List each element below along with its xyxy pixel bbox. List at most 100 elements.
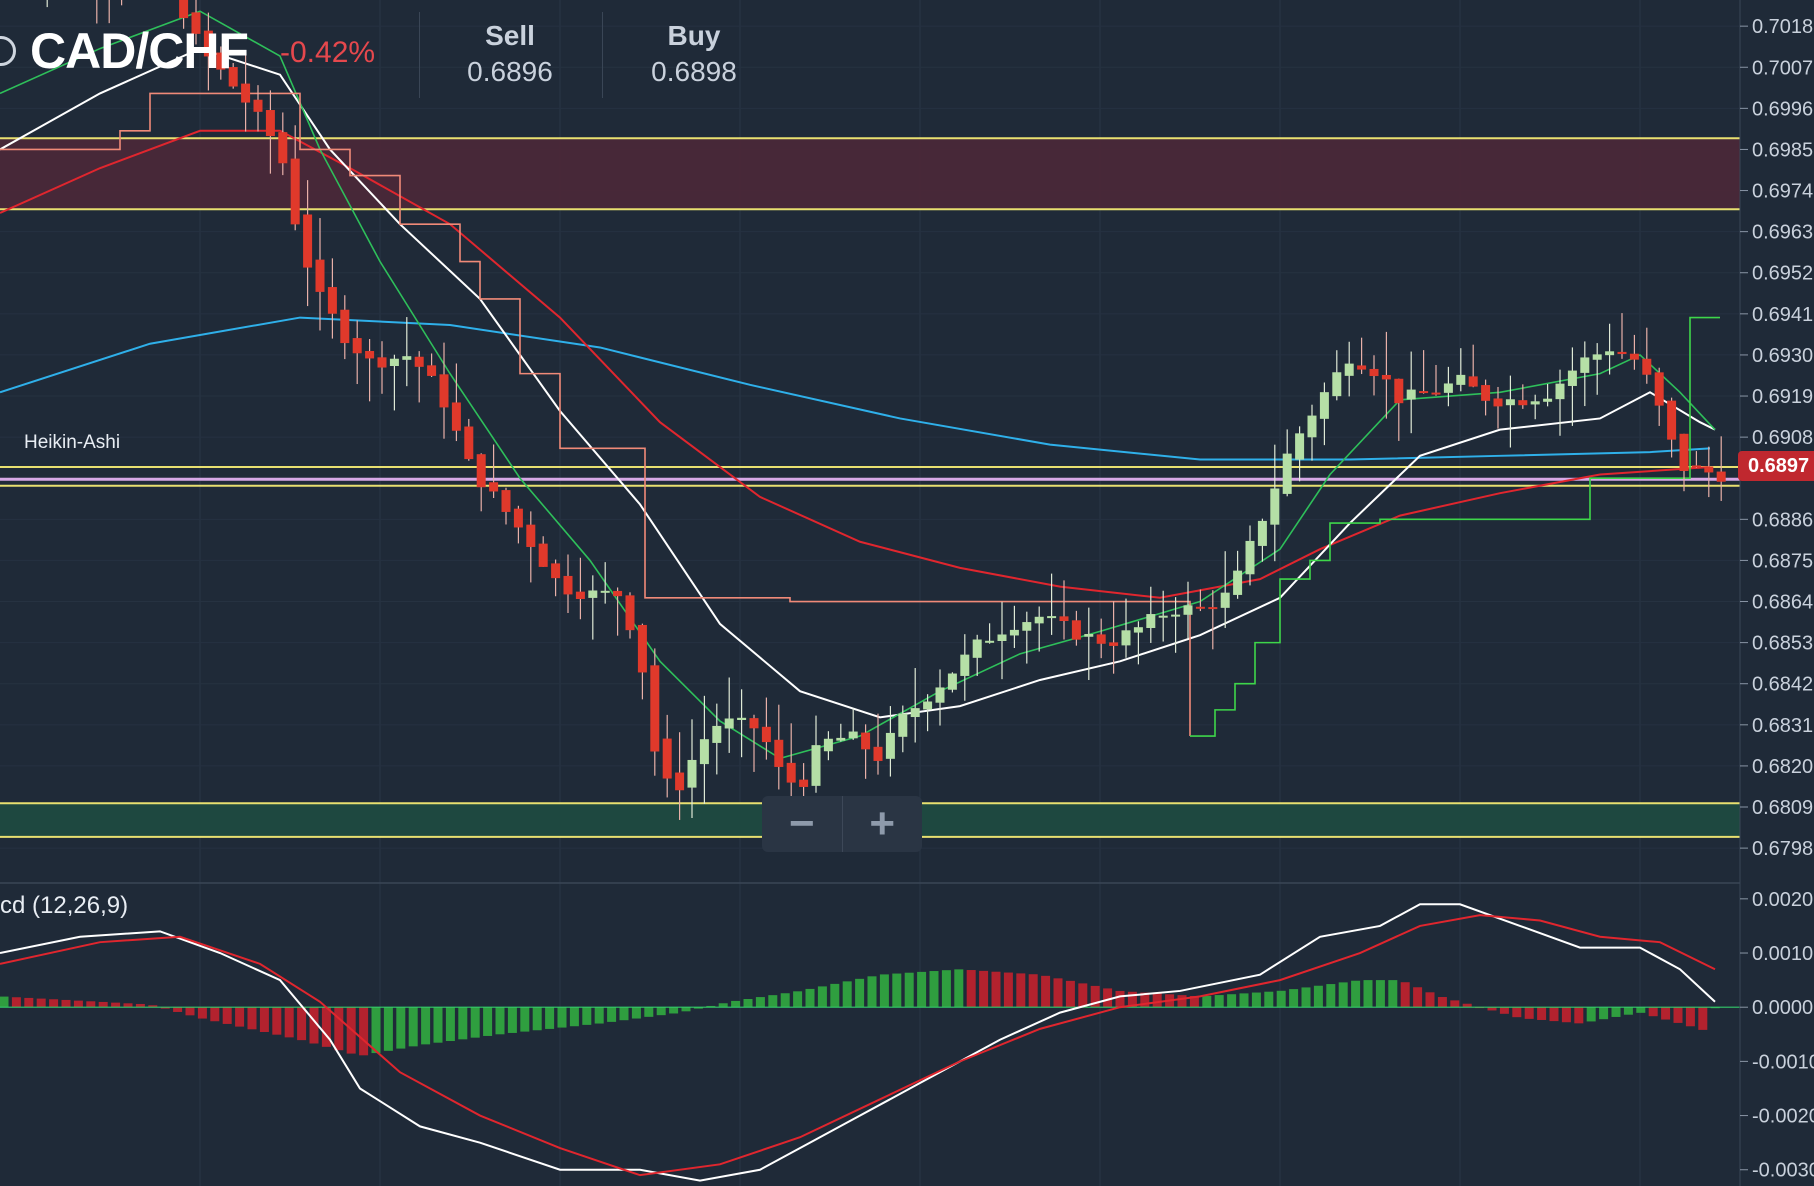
macd-histogram-bar: [1041, 975, 1051, 1008]
candle-body: [960, 654, 970, 676]
price-tick-label: 0.6941: [1752, 304, 1813, 326]
macd-histogram-bar: [1351, 980, 1361, 1008]
candle-body: [1146, 614, 1156, 629]
price-tick-label: 0.6853: [1752, 633, 1813, 655]
macd-histogram-bar: [148, 1005, 158, 1008]
candle-body: [823, 738, 833, 752]
candle-body: [1605, 351, 1615, 356]
candle-body: [1567, 370, 1577, 386]
candle-body: [439, 374, 449, 408]
macd-histogram-bar: [1276, 990, 1286, 1008]
candle-body: [315, 259, 325, 292]
candle-body: [749, 718, 759, 729]
price-tick-label: 0.6886: [1752, 509, 1813, 531]
macd-histogram-bar: [991, 971, 1001, 1008]
macd-histogram-bar: [247, 1007, 257, 1030]
candle-body: [1047, 616, 1057, 619]
macd-indicator-label[interactable]: cd (12,26,9): [0, 892, 129, 919]
macd-histogram-bar: [1673, 1007, 1683, 1023]
zoom-controls: − +: [762, 796, 922, 852]
macd-histogram-bar: [941, 970, 951, 1008]
price-tick-label: 0.6831: [1752, 715, 1813, 737]
macd-histogram-bar: [421, 1007, 431, 1045]
macd-histogram-bar: [1301, 987, 1311, 1008]
macd-histogram-bar: [1623, 1007, 1633, 1015]
candle-body: [489, 482, 499, 492]
price-tick-label: 0.6996: [1752, 98, 1813, 120]
macd-histogram-bar: [1264, 991, 1274, 1008]
price-tick-label: 0.6875: [1752, 550, 1813, 572]
candle-body: [1245, 540, 1255, 575]
candle-body: [910, 708, 920, 718]
divider: [419, 12, 420, 98]
macd-histogram-bar: [383, 1007, 393, 1051]
macd-histogram-bar: [743, 998, 753, 1008]
candle-body: [1332, 372, 1342, 397]
macd-histogram-bar: [61, 999, 71, 1008]
macd-histogram-bar: [755, 997, 765, 1008]
macd-histogram-bar: [1090, 985, 1100, 1008]
macd-histogram-bar: [607, 1007, 617, 1022]
candle-body: [1022, 622, 1032, 631]
candle-body: [1406, 389, 1416, 400]
candle-body: [1071, 620, 1081, 640]
candle-body: [687, 759, 697, 788]
sell-price-button[interactable]: 0.6896: [467, 56, 553, 87]
macd-histogram-bar: [173, 1007, 183, 1012]
price-tick-label: 0.6963: [1752, 222, 1813, 244]
macd-histogram-bar: [222, 1007, 232, 1024]
candle-body: [1059, 616, 1069, 622]
macd-histogram-bar: [1425, 992, 1435, 1008]
macd-histogram-bar: [36, 998, 46, 1008]
candle-body: [352, 338, 362, 354]
macd-histogram-bar: [359, 1007, 369, 1056]
candle-body: [1344, 363, 1354, 376]
trailing-stop-line: [1190, 316, 1720, 737]
macd-histogram-bar: [197, 1007, 207, 1019]
zoom-out-button[interactable]: −: [788, 799, 815, 848]
candle-body: [985, 640, 995, 643]
candle-body: [290, 158, 300, 225]
candle-body: [1679, 433, 1689, 471]
macd-histogram-bar: [458, 1007, 468, 1040]
macd-histogram-bar: [582, 1007, 592, 1025]
macd-histogram-bar: [507, 1007, 517, 1033]
candle-body: [1158, 615, 1168, 618]
candle-body: [389, 358, 399, 367]
chart-type-label: Heikin-Ashi: [24, 432, 121, 453]
buy-price-button[interactable]: 0.6898: [651, 56, 737, 87]
macd-histogram-bar: [1115, 990, 1125, 1008]
candle-body: [799, 779, 809, 787]
candle-body: [699, 739, 709, 765]
price-tick-label: 0.6919: [1752, 386, 1813, 408]
candle-body: [278, 132, 288, 164]
price-tick-label: 0.7007: [1752, 57, 1813, 79]
candle-body: [365, 350, 375, 359]
candle-body: [1468, 376, 1478, 387]
candle-body: [1394, 378, 1404, 404]
price-tick-label: 0.6974: [1752, 181, 1813, 203]
macd-histogram-bar: [1648, 1007, 1658, 1017]
candle-body: [923, 701, 933, 710]
candle-body: [1443, 383, 1453, 393]
macd-histogram-bar: [297, 1007, 307, 1041]
macd-histogram-bar: [1636, 1007, 1646, 1013]
macd-histogram-bar: [135, 1003, 145, 1008]
sell-label: Sell: [485, 20, 535, 51]
macd-histogram-bar: [979, 970, 989, 1008]
candle-body: [1716, 471, 1726, 482]
price-tick-label: 0.6809: [1752, 797, 1813, 819]
candle-body: [1505, 399, 1515, 406]
candle-body: [191, 12, 201, 34]
candle-body: [1133, 627, 1143, 633]
zoom-in-button[interactable]: +: [869, 799, 896, 848]
ma-blue-line: [0, 316, 1711, 461]
candle-body: [1357, 365, 1367, 370]
candle-body: [1121, 630, 1131, 646]
symbol-name: CAD/CHF: [30, 23, 249, 79]
macd-histogram-bar: [0, 996, 9, 1008]
ma-red-line: [0, 129, 1711, 599]
candle-body: [526, 524, 536, 547]
candle-body: [1009, 629, 1019, 636]
